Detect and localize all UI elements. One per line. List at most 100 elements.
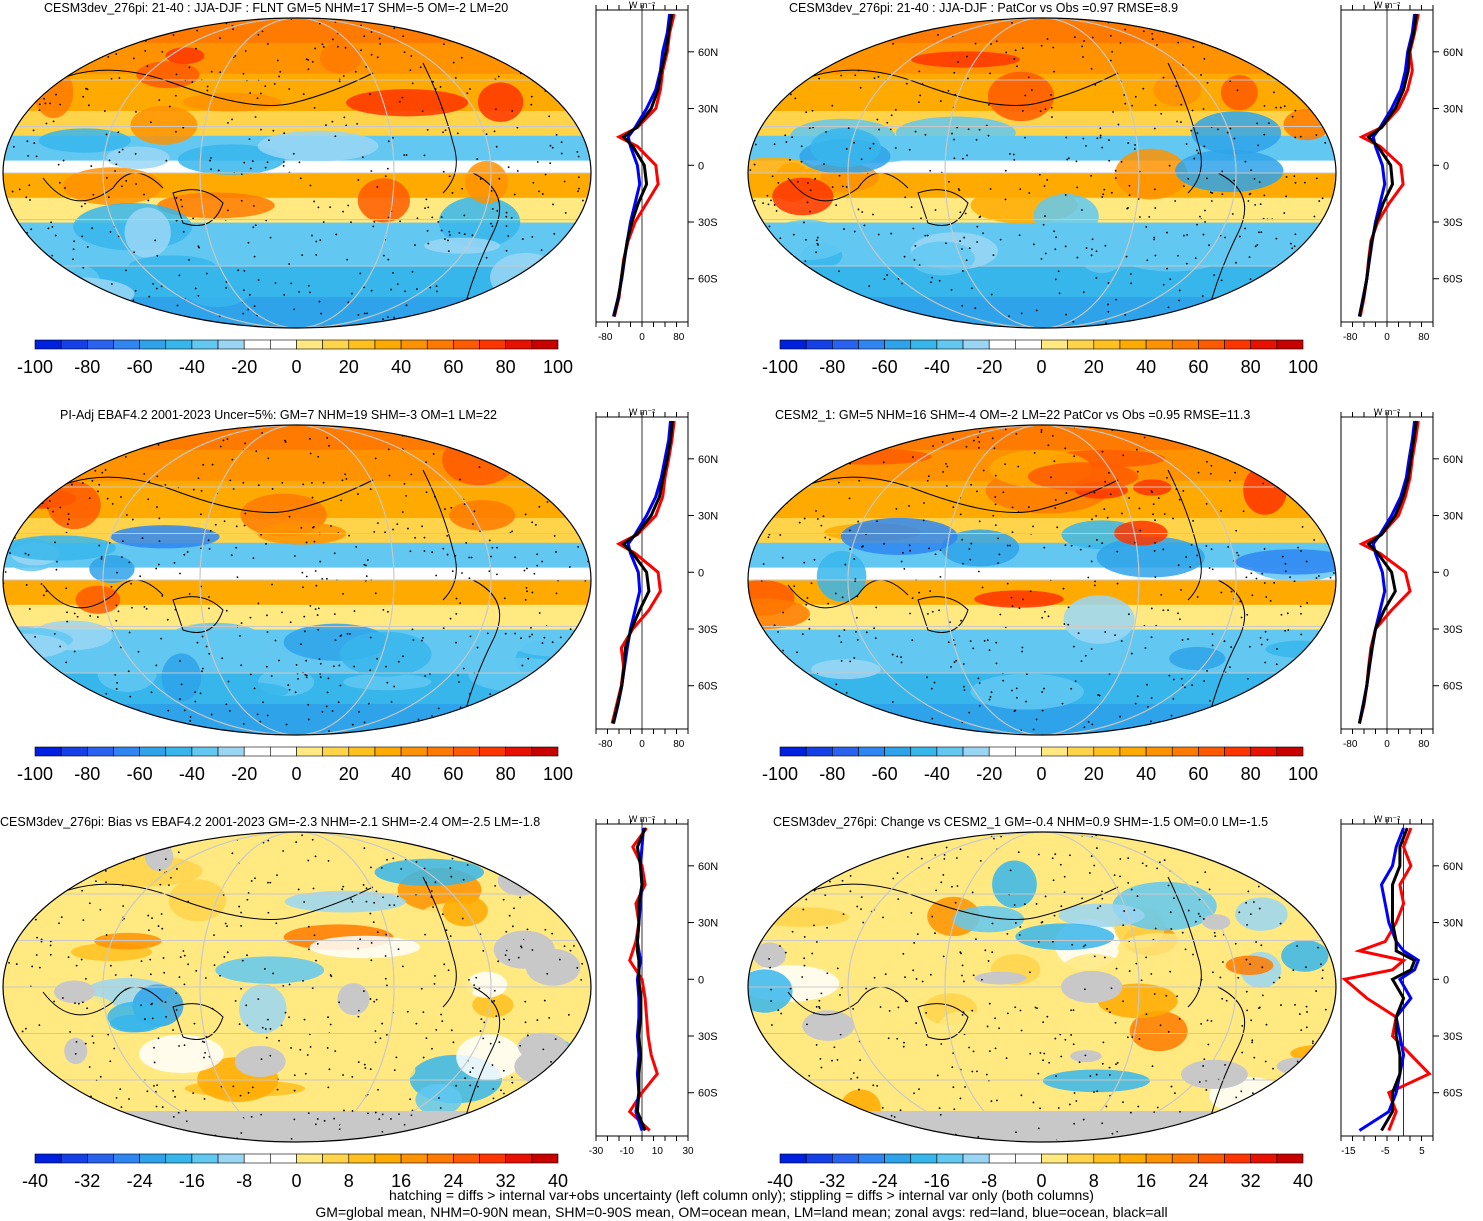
colorbar-tick-label: -16 xyxy=(179,1171,205,1191)
colorbar-swatch xyxy=(779,339,807,350)
colorbar-swatch xyxy=(139,746,167,757)
colorbar-tick-label: 100 xyxy=(1288,764,1318,784)
lat-tick-label: 30N xyxy=(698,918,718,930)
colorbar-tick-label: -24 xyxy=(872,1171,898,1191)
colorbar-swatch xyxy=(296,1153,323,1164)
colorbar-swatch xyxy=(270,339,297,350)
zonal-x-tick-label: 30 xyxy=(682,1146,694,1157)
zonal-x-tick-label: 80 xyxy=(673,332,685,343)
colorbar-tick-label: -80 xyxy=(819,357,845,377)
colorbar-tick-label: 20 xyxy=(1084,764,1104,784)
colorbar-swatch xyxy=(531,1153,559,1164)
colorbar-tick-label: 80 xyxy=(1241,357,1261,377)
colorbar-swatch xyxy=(60,1153,88,1164)
colorbar-tick-label: 0 xyxy=(291,764,301,784)
lat-tick-label: 30S xyxy=(1443,217,1463,229)
colorbar-tick-label: 24 xyxy=(443,1171,463,1191)
zonal-x-tick-label: -15 xyxy=(1341,1146,1356,1157)
colorbar-swatch xyxy=(1224,746,1251,757)
colorbar-tick-label: 0 xyxy=(291,357,301,377)
colorbar-swatch xyxy=(1171,1153,1199,1164)
zonal-line-all xyxy=(1357,420,1418,724)
colorbar-swatch xyxy=(1198,339,1225,350)
colorbar-tick-label: 40 xyxy=(1136,357,1156,377)
zonal-x-tick-label: 80 xyxy=(1418,739,1430,750)
zonal-x-tick-label: 0 xyxy=(639,739,645,750)
colorbar-tick-label: -20 xyxy=(976,764,1002,784)
colorbar-swatch xyxy=(1224,1153,1251,1164)
colorbar-tick-label: 60 xyxy=(1188,764,1208,784)
panel-title: CESM3dev_276pi: Change vs CESM2_1 GM=-0.… xyxy=(773,815,1269,829)
colorbar-swatch xyxy=(191,746,219,757)
zonal-line-all xyxy=(612,13,674,317)
colorbar-swatch xyxy=(243,746,271,757)
colorbar-swatch xyxy=(453,746,480,757)
colorbar-tick-label: -80 xyxy=(819,764,845,784)
coastlines xyxy=(32,469,501,721)
colorbar-tick-label: 60 xyxy=(1188,357,1208,377)
colorbar-swatch xyxy=(400,746,428,757)
stipple-dots xyxy=(748,425,1336,735)
colorbar-swatch xyxy=(936,746,964,757)
colorbar-swatch xyxy=(1093,1153,1121,1164)
lat-tick-label: 0 xyxy=(1443,567,1449,579)
zonal-x-tick-label: -80 xyxy=(598,332,613,343)
lat-tick-label: 0 xyxy=(698,974,704,986)
lat-tick-label: 30N xyxy=(698,511,718,523)
colorbar-tick-label: 16 xyxy=(391,1171,411,1191)
colorbar-swatch xyxy=(1198,746,1225,757)
colorbar-tick-label: -100 xyxy=(762,764,798,784)
zonal-line-land xyxy=(1341,827,1432,1132)
colorbar-swatch xyxy=(1041,339,1068,350)
colorbar-tick-label: -24 xyxy=(127,1171,153,1191)
colorbar-swatch xyxy=(1198,1153,1225,1164)
lat-tick-label: 30S xyxy=(698,1031,718,1043)
colorbar-tick-label: -32 xyxy=(819,1171,845,1191)
panel-title: PI-Adj EBAF4.2 2001-2023 Uncer=5%: GM=7 … xyxy=(60,408,498,422)
lat-tick-label: 60N xyxy=(1443,454,1463,466)
colorbar-swatch xyxy=(505,746,533,757)
colorbar-tick-label: -40 xyxy=(179,357,205,377)
colorbar-tick-label: -100 xyxy=(17,357,53,377)
lat-tick-label: 60N xyxy=(1443,47,1463,59)
lat-tick-label: 60S xyxy=(1443,1088,1463,1100)
coastlines xyxy=(32,62,501,314)
map-outline xyxy=(747,424,1337,736)
colorbar: -100 -80 -60 -40 -20 0 20 40 60 80 100 xyxy=(17,339,573,377)
zonal-x-tick-label: 80 xyxy=(1418,332,1430,343)
colorbar-swatch xyxy=(426,746,454,757)
colorbar-swatch xyxy=(910,339,938,350)
colorbar-swatch xyxy=(1145,1153,1173,1164)
stipple-dots xyxy=(748,832,1335,1142)
colorbar-swatch xyxy=(374,339,402,350)
colorbar-swatch xyxy=(400,1153,428,1164)
colorbar: -40 -32 -24 -16 -8 0 8 16 24 32 40 xyxy=(22,1153,568,1191)
colorbar-tick-label: 40 xyxy=(548,1171,568,1191)
map-outline xyxy=(2,831,592,1143)
colorbar-swatch xyxy=(270,746,297,757)
colorbar-swatch xyxy=(1224,339,1251,350)
colorbar-swatch xyxy=(374,1153,402,1164)
lat-tick-label: 0 xyxy=(698,160,704,172)
colorbar-tick-label: 40 xyxy=(1136,764,1156,784)
lat-tick-label: 30N xyxy=(1443,104,1463,116)
colorbar-tick-label: 32 xyxy=(1241,1171,1261,1191)
figure-panel: PI-Adj EBAF4.2 2001-2023 Uncer=5%: GM=7 … xyxy=(0,407,741,812)
colorbar-tick-label: -100 xyxy=(17,764,53,784)
colorbar-swatch xyxy=(805,746,833,757)
figure-panel: CESM3dev_276pi: 21-40 : JJA-DJF : FLNT G… xyxy=(0,0,741,405)
colorbar-tick-label: 0 xyxy=(1036,764,1046,784)
colorbar-tick-label: 0 xyxy=(1036,1171,1046,1191)
colorbar-swatch xyxy=(936,339,964,350)
colorbar-swatch xyxy=(1093,339,1121,350)
colorbar-tick-label: -80 xyxy=(74,357,100,377)
coastlines xyxy=(777,62,1246,314)
colorbar-swatch xyxy=(113,1153,140,1164)
colorbar-swatch xyxy=(1119,1153,1147,1164)
colorbar-swatch xyxy=(34,1153,62,1164)
colorbar-swatch xyxy=(531,746,559,757)
colorbar-swatch xyxy=(165,746,193,757)
lat-tick-label: 60N xyxy=(1443,861,1463,873)
